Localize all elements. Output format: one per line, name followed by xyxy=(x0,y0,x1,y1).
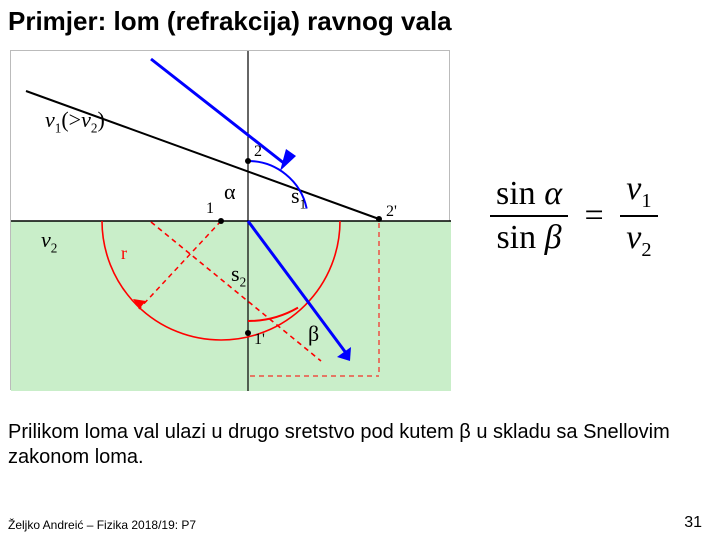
formula-rhs-num-sub: 1 xyxy=(641,190,651,212)
formula-rhs-num-var: v xyxy=(626,170,641,207)
slide-title: Primjer: lom (refrakcija) ravnog vala xyxy=(8,6,452,37)
body-text: Prilikom loma val ulazi u drugo sretstvo… xyxy=(8,420,700,470)
formula-den-sym: β xyxy=(545,219,562,256)
formula-rhs-den-var: v xyxy=(626,219,641,256)
page-number: 31 xyxy=(684,514,702,532)
formula-num-sym: α xyxy=(544,175,562,212)
diagram-svg: v1(>v2)v2αβs1s2r121'2' xyxy=(11,51,451,391)
footer-left: Željko Andreić – Fizika 2018/19: P7 xyxy=(8,518,196,532)
refraction-diagram: v1(>v2)v2αβs1s2r121'2' xyxy=(10,50,450,390)
formula-den-prefix: sin xyxy=(496,219,544,256)
formula-num-prefix: sin xyxy=(496,175,544,212)
formula-rhs-den-sub: 2 xyxy=(641,239,651,261)
snell-formula: sin α sin β = v1 v2 xyxy=(490,170,658,262)
